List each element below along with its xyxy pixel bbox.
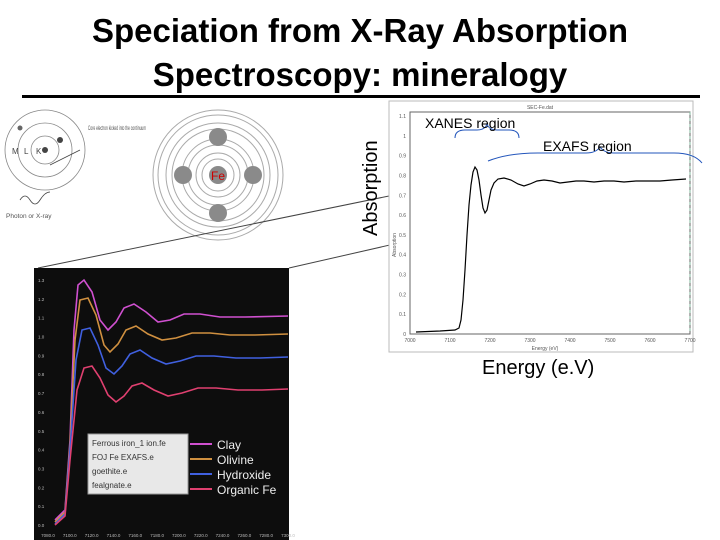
shell-label-l: L [24, 147, 29, 156]
neighbor-atom-bottom [209, 204, 227, 222]
ref-y-tick-label: 0.6 [38, 410, 45, 415]
ref-y-tick-label: 0.8 [38, 372, 45, 377]
ref-x-tick-label: 7280.0 [259, 533, 273, 538]
exafs-region-label: EXAFS region [543, 138, 632, 154]
main-x-tick-label: 7600 [644, 338, 655, 344]
reference-file-name: Ferrous iron_1 ion.fe [92, 439, 166, 448]
reference-spectra-plot: 1.3 1.2 1.1 1.0 0.9 0.8 0.7 0.6 0.5 0.4 0.3 0.2 0.1 0… [34, 268, 295, 540]
legend-entry-organic-fe: Organic Fe [217, 483, 277, 497]
reference-series-clay [54, 278, 289, 521]
ref-y-tick-label: 1.3 [38, 278, 45, 283]
main-spectrum-plot: SEC-Fe.dat 1.1 1 0.9 0.8 0.7 0.6 0.5 0.4 0.3 0.2 0… [388, 100, 703, 353]
reference-file-legend: Ferrous iron_1 ion.fe FOJ Fe EXAFS.e goeth… [92, 439, 166, 490]
ref-y-tick-label: 1.1 [38, 316, 45, 321]
ref-y-tick-label: 0.0 [38, 523, 45, 528]
ref-x-tick-label: 7240.0 [216, 533, 230, 538]
neighbor-atom-right [244, 166, 262, 184]
ref-y-tick-label: 0.3 [38, 466, 45, 471]
main-y-tick-label: 0.4 [399, 253, 406, 259]
shell-label-m: M [12, 147, 19, 156]
ref-y-tick-label: 0.7 [38, 391, 45, 396]
main-inner-ylabel: Absorption [392, 233, 398, 257]
reference-file-legend-box [87, 433, 189, 495]
main-y-tick-label: 0.3 [399, 273, 406, 279]
main-x-tick-label: 7300 [524, 338, 535, 344]
main-xlabel: Energy (e.V) [482, 357, 595, 379]
ref-x-tick-label: 7220.0 [194, 533, 208, 538]
core-electron-annotation: Core electron kicked into the continuum [88, 125, 146, 132]
title-underline [22, 95, 700, 98]
neighbor-atom-top [209, 128, 227, 146]
main-y-tick-label: 0.6 [399, 213, 406, 219]
ref-y-tick-label: 0.9 [38, 353, 45, 358]
main-y-tick-label: 1.1 [399, 114, 406, 120]
legend-entry-hydroxide: Hydroxide [217, 468, 272, 482]
main-x-tick-label: 7100 [444, 338, 455, 344]
main-y-tick-label: 0.9 [399, 154, 406, 160]
reference-series-legend: Clay Olivine Hydroxide Organic Fe [217, 438, 276, 498]
reference-file-name: FOJ Fe EXAFS.e [92, 453, 154, 462]
central-fe-atom [209, 166, 227, 184]
reference-file-name: fealgnate.e [92, 481, 132, 490]
ref-y-tick-label: 0.2 [38, 485, 45, 490]
shell-label-k: K [36, 147, 42, 156]
main-y-tick-label: 0.1 [399, 312, 406, 318]
photon-label: Photon or X-ray [6, 213, 52, 220]
main-spectrum-file-label: SEC-Fe.dat [527, 105, 554, 111]
ref-x-tick-label: 7260.0 [237, 533, 251, 538]
zoom-connector-top [37, 195, 390, 269]
main-inner-xlabel: Energy (eV) [532, 346, 559, 352]
ref-y-tick-label: 0.5 [38, 429, 45, 434]
ref-y-ticks: 1.3 1.2 1.1 1.0 0.9 0.8 0.7 0.6 0.5 0.4 0.3 0.2 0.1 0… [38, 278, 45, 528]
ref-x-tick-label: 7300.0 [281, 533, 295, 538]
reference-series-organic-fe [54, 365, 289, 526]
main-y-tick-label: 0.2 [399, 292, 406, 298]
reference-file-name: goethite.e [92, 467, 128, 476]
xanes-region-brace [454, 122, 520, 139]
slide-title-line-1: Speciation from X-Ray Absorption [92, 12, 628, 49]
reference-series-olivine [54, 297, 289, 523]
xanes-region-label: XANES region [425, 115, 516, 131]
fe-label: Fe [211, 169, 225, 183]
main-y-tick-label: 0.5 [399, 233, 406, 239]
neighbor-atom-left [174, 166, 192, 184]
ref-y-tick-label: 0.4 [38, 448, 45, 453]
main-x-tick-label: 7400 [564, 338, 575, 344]
main-spectrum-curve [415, 165, 687, 333]
main-y-tick-label: 0.7 [399, 193, 406, 199]
ref-y-tick-label: 1.2 [38, 297, 45, 302]
reference-series-hydroxide [54, 327, 289, 525]
ref-y-tick-label: 1.0 [38, 335, 45, 340]
ref-x-tick-label: 7180.0 [150, 533, 164, 538]
ref-x-tick-label: 7100.0 [63, 533, 77, 538]
ref-x-tick-label: 7080.0 [41, 533, 55, 538]
main-y-ticks: 1.1 1 0.9 0.8 0.7 0.6 0.5 0.4 0.3 0.2 0.1 0 [399, 114, 406, 338]
main-x-ticks: 7000 7100 7200 7300 7400 7500 7600 7700 [404, 338, 695, 344]
main-y-tick-label: 0 [403, 332, 406, 338]
exafs-region-brace [487, 146, 703, 164]
slide-title-line-2: Spectroscopy: mineralogy [152, 56, 568, 93]
main-x-tick-label: 7200 [484, 338, 495, 344]
ref-y-tick-label: 0.1 [38, 504, 45, 509]
fe-atom-diagram: Fe [152, 109, 284, 241]
ref-x-tick-label: 7160.0 [128, 533, 142, 538]
ref-x-ticks: 7080.0 7100.0 7120.0 7140.0 7160.0 7180.0 7200… [41, 533, 295, 538]
ref-x-tick-label: 7140.0 [107, 533, 121, 538]
main-ylabel: Absorption [360, 140, 382, 236]
main-x-tick-label: 7700 [684, 338, 695, 344]
legend-entry-clay: Clay [217, 438, 242, 452]
main-y-tick-label: 1 [403, 134, 406, 140]
legend-entry-olivine: Olivine [217, 453, 254, 467]
ref-x-tick-label: 7120.0 [85, 533, 99, 538]
main-y-tick-label: 0.8 [399, 173, 406, 179]
reference-series-swatches [190, 443, 212, 490]
ref-x-tick-label: 7200.0 [172, 533, 186, 538]
main-x-tick-label: 7000 [404, 338, 415, 344]
bohr-atom-diagram: M L K Core electron kicked into the cont… [4, 109, 146, 220]
main-x-tick-label: 7500 [604, 338, 615, 344]
